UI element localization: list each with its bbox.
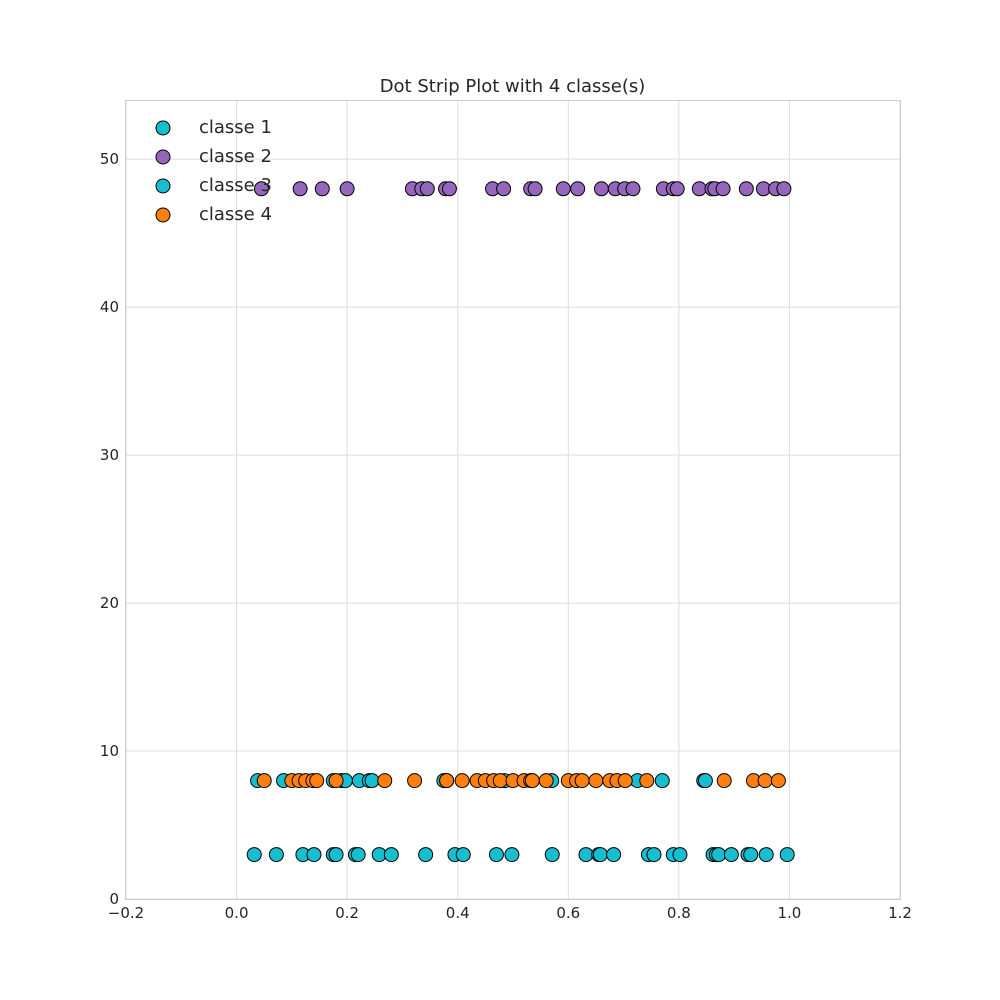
series-4 [256, 773, 786, 789]
data-point [639, 773, 655, 789]
data-point [364, 773, 380, 789]
data-point [669, 181, 685, 197]
legend-label: classe 3 [199, 175, 272, 196]
chart-title: Dot Strip Plot with 4 classe(s) [380, 76, 646, 97]
data-point [697, 773, 713, 789]
data-point [646, 847, 662, 863]
data-point [246, 847, 262, 863]
data-point [441, 181, 457, 197]
data-point [538, 773, 554, 789]
x-tick-label: 0.6 [556, 904, 580, 922]
series-1 [246, 847, 795, 863]
data-point [758, 847, 774, 863]
data-point [779, 847, 795, 863]
data-point [350, 847, 366, 863]
data-point [419, 181, 435, 197]
data-point [455, 847, 471, 863]
data-point [256, 773, 272, 789]
data-point [606, 847, 622, 863]
data-point [578, 847, 594, 863]
data-point [377, 773, 393, 789]
data-point [574, 773, 590, 789]
data-point [592, 847, 608, 863]
data-point [439, 773, 455, 789]
data-points [246, 181, 795, 863]
y-tick-label: 10 [100, 742, 119, 760]
data-point [306, 847, 322, 863]
y-tick-label: 40 [100, 298, 119, 316]
data-point [588, 773, 604, 789]
legend-marker [155, 207, 171, 223]
legend-label: classe 1 [199, 117, 272, 138]
x-tick-label: 1.2 [888, 904, 912, 922]
data-point [407, 773, 423, 789]
series-2 [253, 181, 792, 197]
data-point [625, 181, 641, 197]
data-point [617, 773, 633, 789]
data-point [309, 773, 325, 789]
data-point [292, 181, 308, 197]
data-point [743, 847, 759, 863]
data-point [715, 181, 731, 197]
data-point [776, 181, 792, 197]
y-tick-label: 30 [100, 446, 119, 464]
tick-labels: −0.2 0.0 0.2 0.4 0.6 0.8 1.0 1.2 0 10 20 30 40 50 [100, 150, 912, 922]
x-tick-label: −0.2 [108, 904, 144, 922]
y-tick-label: 20 [100, 594, 119, 612]
x-tick-label: 0.8 [667, 904, 691, 922]
x-tick-label: 0.2 [335, 904, 359, 922]
data-point [691, 181, 707, 197]
y-tick-label: 0 [109, 890, 119, 908]
data-point [570, 181, 586, 197]
data-point [328, 773, 344, 789]
plot-frame [125, 100, 901, 900]
data-point [672, 847, 688, 863]
data-point [757, 773, 773, 789]
data-point [454, 773, 470, 789]
data-point [711, 847, 727, 863]
legend: classe 1 classe 2 classe 3 classe 4 [155, 117, 272, 225]
data-point [524, 773, 540, 789]
data-point [314, 181, 330, 197]
legend-marker [155, 120, 171, 136]
x-tick-label: 0.4 [446, 904, 470, 922]
data-point [253, 181, 269, 197]
data-point [339, 181, 355, 197]
grid-layer [125, 100, 901, 900]
x-tick-label: 0.0 [225, 904, 249, 922]
x-tick-label: 1.0 [777, 904, 801, 922]
data-point [496, 181, 512, 197]
data-point [654, 773, 670, 789]
y-tick-label: 50 [100, 150, 119, 168]
data-point [527, 181, 543, 197]
legend-marker [155, 178, 171, 194]
data-point [418, 847, 434, 863]
data-point [770, 773, 786, 789]
data-point [555, 181, 571, 197]
data-point [544, 847, 560, 863]
data-point [716, 773, 732, 789]
data-point [383, 847, 399, 863]
data-point [738, 181, 754, 197]
data-point [723, 847, 739, 863]
legend-marker [155, 149, 171, 165]
data-point [504, 847, 520, 863]
legend-label: classe 4 [199, 204, 272, 225]
data-point [328, 847, 344, 863]
data-point [492, 773, 508, 789]
data-point [488, 847, 504, 863]
data-point [593, 181, 609, 197]
legend-label: classe 2 [199, 146, 272, 167]
data-point [268, 847, 284, 863]
